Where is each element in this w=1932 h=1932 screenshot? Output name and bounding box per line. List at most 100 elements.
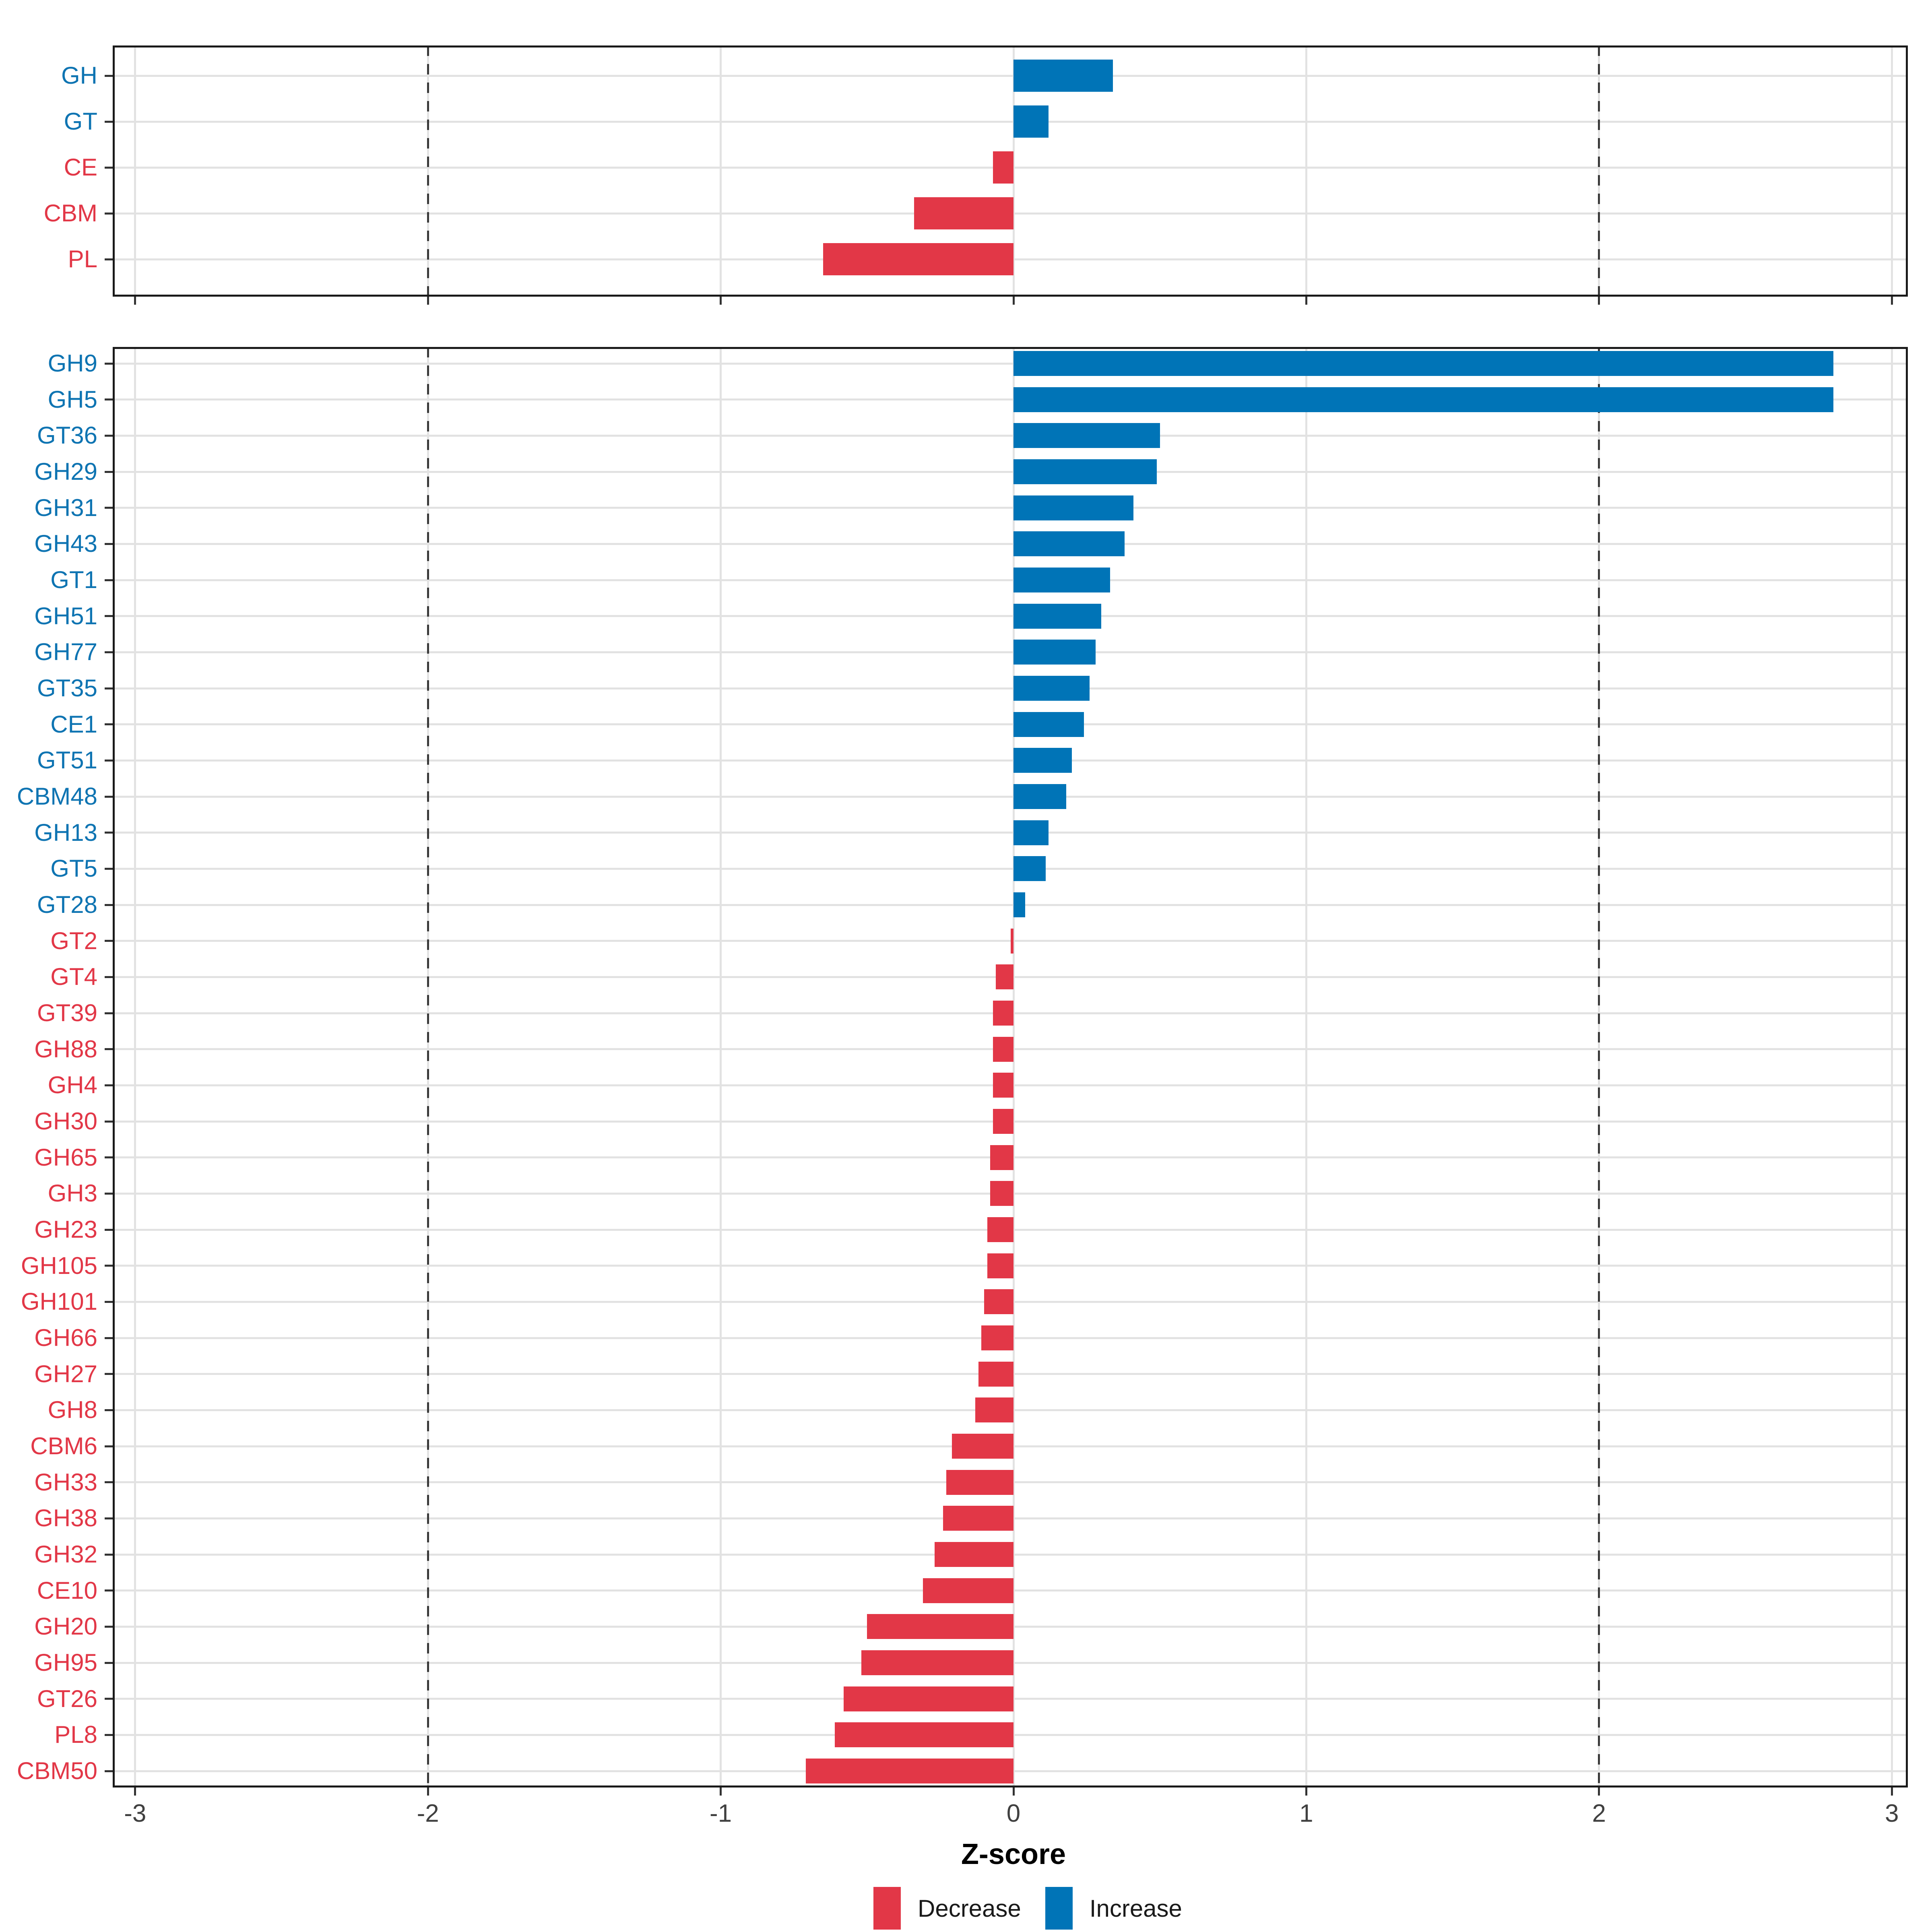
y-tick-CE	[105, 166, 113, 169]
y-label-GT26: GT26	[37, 1685, 97, 1712]
y-tick-GH33	[105, 1481, 113, 1484]
y-tick-CBM6	[105, 1445, 113, 1447]
y-tick-GH8	[105, 1409, 113, 1411]
y-label-GH38: GH38	[34, 1505, 97, 1532]
x-tick-families--3	[134, 1788, 136, 1796]
y-tick-GT	[105, 120, 113, 123]
y-label-GH33: GH33	[34, 1468, 97, 1496]
x-tick-families-1	[1305, 1788, 1307, 1796]
y-tick-CBM	[105, 212, 113, 215]
y-tick-CBM50	[105, 1770, 113, 1772]
y-label-GH29: GH29	[34, 458, 97, 485]
y-label-GT39: GT39	[37, 999, 97, 1026]
gridline-h-families-GT1	[113, 579, 1908, 581]
y-label-GH51: GH51	[34, 602, 97, 630]
y-label-CBM50: CBM50	[17, 1757, 97, 1784]
y-tick-GH3	[105, 1192, 113, 1195]
bar-GH3	[990, 1181, 1013, 1206]
y-tick-GT2	[105, 940, 113, 942]
bar-PL	[823, 243, 1013, 275]
bar-GH38	[943, 1506, 1013, 1531]
y-tick-GH	[105, 74, 113, 77]
gridline-h-families-GT28	[113, 904, 1908, 906]
dashed-guide-summary--2	[427, 45, 429, 297]
bar-CBM48	[1013, 784, 1066, 809]
x-tick-label--2: -2	[417, 1800, 439, 1827]
bar-GH101	[984, 1289, 1013, 1315]
gridline-v-families-3	[1891, 347, 1893, 1788]
legend-label-increase: Increase	[1089, 1895, 1182, 1922]
bar-GT4	[996, 964, 1013, 990]
y-label-GT1: GT1	[50, 566, 97, 593]
y-label-GH66: GH66	[34, 1324, 97, 1351]
gridline-h-summary-GH	[113, 74, 1908, 77]
gridline-h-families-GH77	[113, 651, 1908, 653]
bar-CBM6	[952, 1434, 1013, 1459]
gridline-h-families-GH13	[113, 832, 1908, 834]
y-label-CBM6: CBM6	[30, 1432, 97, 1459]
x-tick-label-1: 1	[1299, 1800, 1313, 1827]
y-tick-CE10	[105, 1589, 113, 1592]
x-tick-summary-2	[1598, 297, 1600, 305]
y-label-GH31: GH31	[34, 494, 97, 521]
y-tick-GH88	[105, 1048, 113, 1051]
gridline-h-families-GH5	[113, 398, 1908, 401]
y-tick-GH23	[105, 1228, 113, 1231]
x-tick-summary--1	[720, 297, 722, 305]
legend-label-decrease: Decrease	[918, 1895, 1021, 1922]
panel-summary	[113, 45, 1908, 297]
gridline-v-families--3	[134, 347, 136, 1788]
x-tick-label--1: -1	[710, 1800, 732, 1827]
y-label-CE1: CE1	[50, 710, 97, 738]
bar-GH95	[861, 1650, 1013, 1675]
y-tick-GH105	[105, 1265, 113, 1267]
y-tick-CBM48	[105, 795, 113, 798]
y-label-GH105: GH105	[21, 1252, 97, 1279]
bar-PL8	[835, 1722, 1013, 1748]
bar-GT26	[844, 1686, 1013, 1711]
y-label-GH88: GH88	[34, 1035, 97, 1063]
y-tick-GT51	[105, 759, 113, 762]
y-tick-GT39	[105, 1012, 113, 1014]
legend: Decrease Increase	[873, 1887, 1182, 1930]
x-tick-families--2	[427, 1788, 429, 1796]
y-label-GH95: GH95	[34, 1649, 97, 1676]
x-tick-summary-3	[1891, 297, 1893, 305]
bar-GT51	[1013, 748, 1072, 773]
y-tick-GT5	[105, 867, 113, 870]
gridline-h-summary-GT	[113, 120, 1908, 123]
bar-GH32	[934, 1542, 1013, 1567]
gridline-h-families-GH9	[113, 362, 1908, 365]
gridline-h-families-GH29	[113, 471, 1908, 473]
y-label-GH13: GH13	[34, 819, 97, 846]
bar-GT36	[1013, 423, 1160, 448]
gridline-h-families-GT35	[113, 687, 1908, 689]
bar-CE	[993, 151, 1013, 184]
y-label-GT36: GT36	[37, 422, 97, 449]
bar-GH77	[1013, 640, 1096, 665]
dashed-guide-families-2	[1598, 347, 1600, 1788]
bar-GT1	[1013, 568, 1110, 592]
decrease-swatch-icon	[873, 1887, 901, 1930]
y-label-GH77: GH77	[34, 638, 97, 666]
y-tick-GH5	[105, 398, 113, 401]
bar-GH29	[1013, 459, 1157, 484]
bar-CBM	[914, 197, 1013, 229]
x-tick-label-3: 3	[1885, 1800, 1899, 1827]
gridline-v-summary-1	[1305, 45, 1307, 297]
bar-GH105	[987, 1253, 1013, 1278]
bar-GH31	[1013, 495, 1134, 520]
y-tick-CE1	[105, 723, 113, 726]
bar-CBM50	[805, 1759, 1013, 1783]
y-label-PL: PL	[68, 246, 97, 272]
y-tick-GH29	[105, 471, 113, 473]
gridline-h-families-GH31	[113, 507, 1908, 509]
y-tick-GH38	[105, 1517, 113, 1519]
y-tick-GH101	[105, 1300, 113, 1303]
y-tick-GH95	[105, 1662, 113, 1664]
gridline-h-families-GT36	[113, 434, 1908, 437]
bar-GH	[1013, 60, 1113, 92]
y-label-GH32: GH32	[34, 1541, 97, 1568]
bar-GH9	[1013, 351, 1833, 376]
